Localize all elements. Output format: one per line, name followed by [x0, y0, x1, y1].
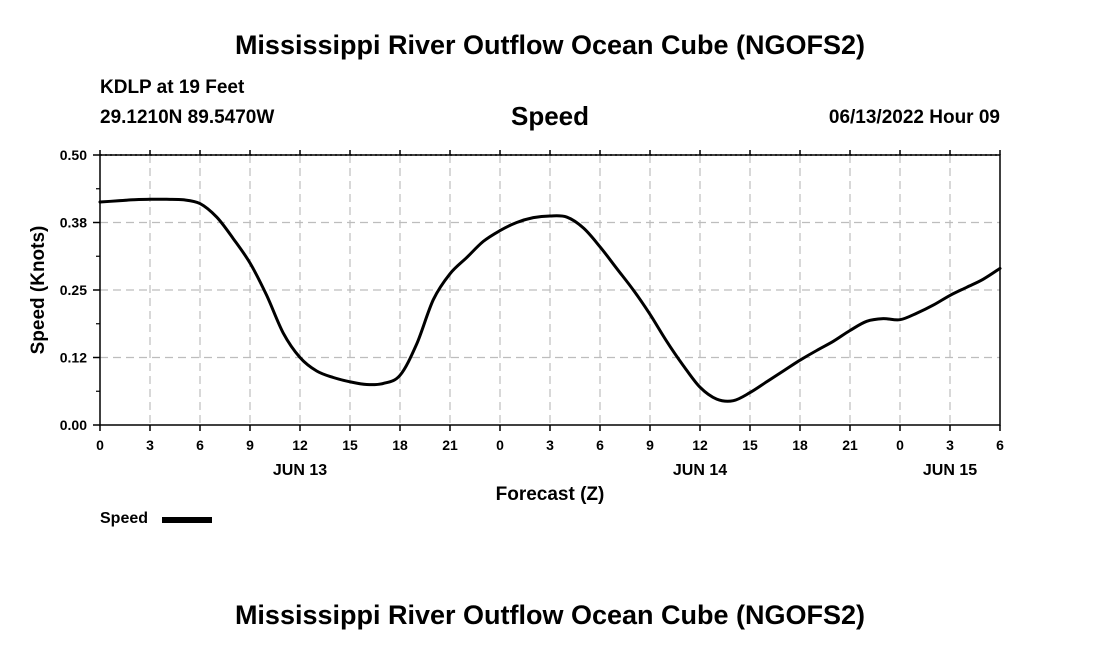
y-tick-label: 0.25 — [60, 282, 87, 298]
x-tick-label: 18 — [792, 437, 808, 453]
x-tick-label: 6 — [996, 437, 1004, 453]
y-tick-label: 0.00 — [60, 417, 87, 433]
ticks: 0.00 0.12 0.25 0.38 0.50 0 3 6 9 12 15 18 21 0 3 6 9 12 15… — [60, 147, 1004, 479]
x-tick-label: 18 — [392, 437, 408, 453]
y-tick-label: 0.38 — [60, 215, 87, 231]
x-tick-label: 21 — [442, 437, 458, 453]
coordinates-label: 29.1210N 89.5470W — [100, 107, 275, 128]
x-tick-label: 0 — [896, 437, 904, 453]
x-axis-label: Forecast (Z) — [496, 484, 605, 505]
x-tick-label: 0 — [96, 437, 104, 453]
x-tick-label: 6 — [596, 437, 604, 453]
x-tick-label: 3 — [146, 437, 154, 453]
x-tick-label: 12 — [692, 437, 708, 453]
y-tick-label: 0.12 — [60, 350, 87, 366]
footer-title: Mississippi River Outflow Ocean Cube (NG… — [234, 600, 866, 630]
speed-chart: 0.00 0.12 0.25 0.38 0.50 0 3 6 9 12 15 18 21 0 3 6 9 12 15… — [28, 147, 1004, 505]
chart-title: Mississippi River Outflow Ocean Cube (NG… — [234, 30, 866, 60]
speed-series-line — [98, 197, 1002, 403]
x-tick-label: 12 — [292, 437, 308, 453]
grid — [100, 154, 1000, 425]
x-tick-label: 6 — [196, 437, 204, 453]
variable-label: Speed — [510, 101, 590, 131]
x-tick-label: 21 — [842, 437, 858, 453]
legend-swatch — [162, 517, 212, 523]
x-tick-label: 3 — [946, 437, 954, 453]
station-label: KDLP at 19 Feet — [100, 77, 245, 98]
y-axis-label: Speed (Knots) — [28, 226, 49, 355]
day-label: JUN 14 — [673, 462, 727, 479]
x-tick-label: 9 — [246, 437, 254, 453]
x-tick-label: 15 — [342, 437, 358, 453]
datetime-label: 06/13/2022 Hour 09 — [828, 107, 1000, 128]
y-tick-label: 0.50 — [60, 147, 87, 163]
day-label: JUN 13 — [273, 462, 327, 479]
x-tick-label: 3 — [546, 437, 554, 453]
x-tick-label: 9 — [646, 437, 654, 453]
x-tick-label: 0 — [496, 437, 504, 453]
legend-label: Speed — [100, 510, 149, 527]
x-tick-label: 15 — [742, 437, 758, 453]
day-label: JUN 15 — [923, 462, 977, 479]
